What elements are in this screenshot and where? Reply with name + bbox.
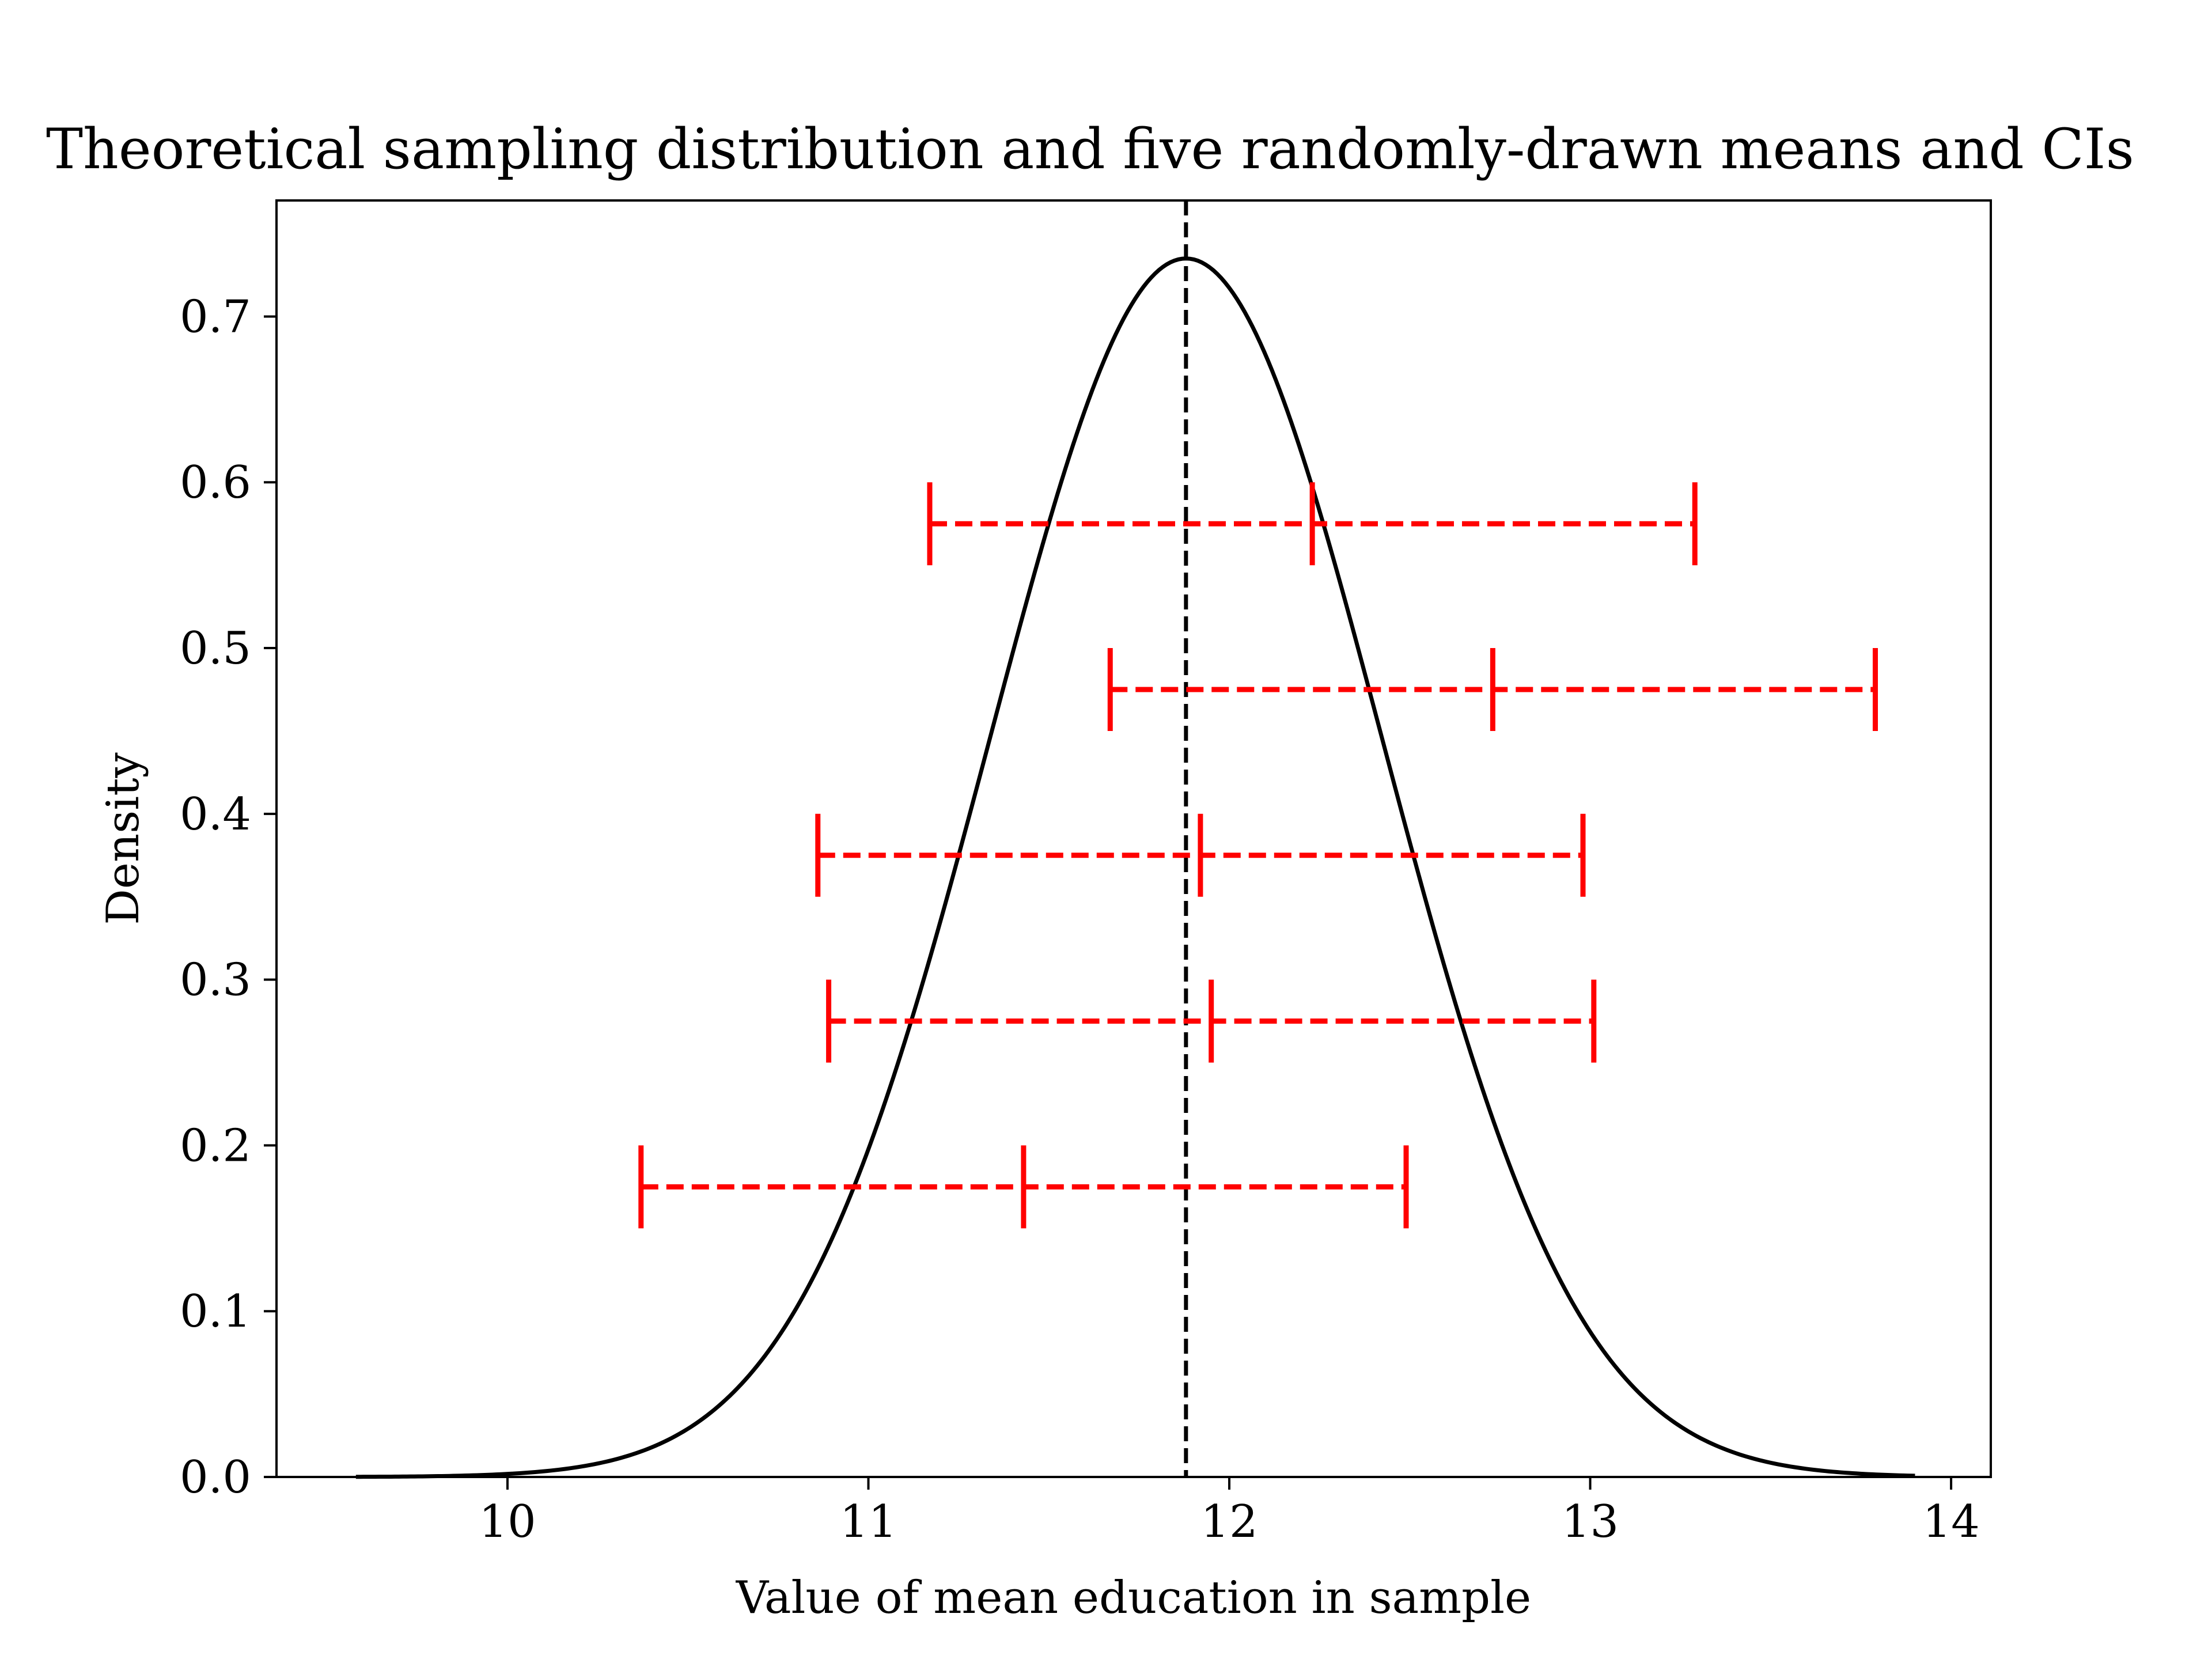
- y-tick-label: 0.3: [180, 955, 251, 1006]
- y-tick-label: 0.7: [180, 291, 251, 343]
- x-tick-label: 12: [1200, 1496, 1257, 1548]
- ci-3: [815, 813, 1586, 897]
- plot-area: [355, 200, 1915, 1479]
- ci-1: [927, 482, 1698, 566]
- ci-4: [826, 979, 1597, 1063]
- y-tick-label: 0.2: [180, 1120, 251, 1172]
- y-tick-label: 0.6: [180, 457, 251, 509]
- ci-5: [638, 1145, 1409, 1229]
- axes: 10 11 12 13 14 0.0 0.1 0.2 0.3 0.4 0.5 0.6 0.7: [180, 291, 1980, 1548]
- y-tick-label: 0.4: [180, 789, 251, 840]
- x-tick-label: 10: [479, 1496, 536, 1548]
- x-axis-label: Value of mean education in sample: [736, 1572, 1531, 1624]
- y-tick-label: 0.0: [180, 1452, 251, 1503]
- x-tick-label: 13: [1562, 1496, 1619, 1548]
- y-tick-label: 0.1: [180, 1286, 251, 1338]
- chart-title: Theoretical sampling distribution and fi…: [46, 117, 2134, 181]
- plot-frame: [275, 199, 1992, 1478]
- x-tick-label: 14: [1922, 1496, 1979, 1548]
- y-tick-label: 0.5: [180, 623, 251, 675]
- density-curve-line: [355, 256, 1915, 1479]
- y-axis-label: Density: [97, 752, 149, 925]
- ci-2: [1107, 647, 1878, 731]
- x-tick-label: 11: [840, 1496, 897, 1548]
